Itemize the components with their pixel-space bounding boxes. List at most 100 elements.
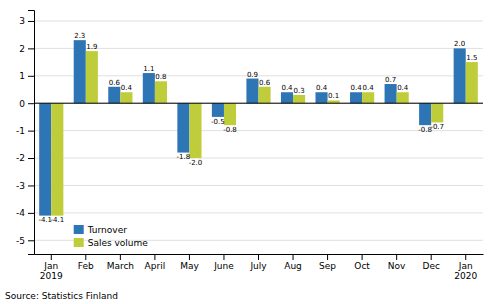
x-tick-label-line: 2019 <box>40 271 63 281</box>
x-tick-label-line: Oct <box>354 261 370 271</box>
y-tick: 0 <box>19 99 34 109</box>
bar-series <box>51 51 478 215</box>
y-tick-label: -3 <box>16 181 25 191</box>
legend-swatch <box>74 238 84 247</box>
x-tick: Sep <box>319 254 336 271</box>
x-tick: April <box>145 254 166 271</box>
bar <box>74 40 86 103</box>
zero-line <box>34 103 483 104</box>
y-tick: -2 <box>16 153 34 163</box>
x-tick-mark <box>431 254 432 260</box>
bar <box>120 92 132 103</box>
y-tick-mark <box>28 21 34 22</box>
x-tick: Oct <box>354 254 370 271</box>
data-label: 0.1 <box>328 92 339 100</box>
x-tick: Jan2020 <box>454 254 477 281</box>
x-tick-label-line: Sep <box>319 261 336 271</box>
x-tick-label: Nov <box>388 261 406 271</box>
bar <box>431 103 443 122</box>
grid-line <box>34 130 483 131</box>
data-label: -0.7 <box>430 123 444 131</box>
bar <box>143 73 155 103</box>
x-tick-label: July <box>249 261 267 271</box>
x-tick-mark <box>120 254 121 260</box>
y-tick-mark <box>28 185 34 186</box>
bar <box>419 103 431 125</box>
grid <box>34 21 483 240</box>
data-label: -2.0 <box>189 159 203 167</box>
y-tick-mark <box>28 131 34 132</box>
data-label: 1.9 <box>86 43 97 51</box>
y-tick-label: 0 <box>19 99 25 109</box>
bar <box>293 95 305 103</box>
bar <box>350 92 362 103</box>
data-label: 0.4 <box>121 84 133 92</box>
annotation: Source: Statistics Finland <box>5 291 118 301</box>
grid-line <box>34 20 483 21</box>
bar <box>259 87 271 103</box>
y-tick-mark <box>28 240 34 241</box>
x-tick: May <box>180 254 199 271</box>
x-tick-label-line: Jan <box>43 261 58 271</box>
bar <box>86 51 98 103</box>
y-tick: 1 <box>19 71 34 81</box>
x-tick-mark <box>258 254 259 260</box>
legend: Turnover Sales volume <box>74 225 149 248</box>
chart-container: -5-4-3-2-10123Jan2019FebMarchAprilMayJun… <box>0 0 493 304</box>
bar <box>155 81 167 103</box>
x-tick-label: Jan2019 <box>40 261 63 281</box>
legend-swatch <box>74 225 84 234</box>
grid-line <box>34 103 483 104</box>
y-tick-mark <box>28 213 34 214</box>
x-tick-label-line: April <box>145 261 166 271</box>
y-tick: 3 <box>19 16 34 26</box>
x-tick-label: May <box>180 261 199 271</box>
bar-series <box>39 40 466 215</box>
legend-item: Sales volume <box>74 238 149 248</box>
x-tick-label-line: 2020 <box>454 271 477 281</box>
y-tick-label: 3 <box>19 16 25 26</box>
data-label: 0.9 <box>247 71 258 79</box>
data-label: 0.8 <box>155 73 166 81</box>
grid-line <box>34 185 483 186</box>
x-tick: Aug <box>284 254 302 271</box>
bar <box>454 48 466 103</box>
x-tick: July <box>249 254 267 271</box>
x-tick-label-line: May <box>180 261 199 271</box>
bar <box>51 103 63 215</box>
data-label: 0.4 <box>351 84 363 92</box>
data-label: 0.4 <box>363 84 375 92</box>
x-tick-label: June <box>213 261 234 271</box>
y-tick-mark <box>28 103 34 104</box>
x-tick-mark <box>51 254 52 260</box>
x-tick-mark <box>85 254 86 260</box>
y-tick: -3 <box>16 181 34 191</box>
y-axis-line <box>28 11 35 255</box>
x-tick: June <box>213 254 234 271</box>
data-label: 0.4 <box>397 84 409 92</box>
x-tick: Nov <box>388 254 406 271</box>
y-tick-label: 1 <box>19 71 25 81</box>
x-tick-label: Sep <box>319 261 336 271</box>
data-label: 0.6 <box>259 79 271 87</box>
legend-item: Turnover <box>74 225 127 235</box>
bar <box>212 103 224 117</box>
x-tick: March <box>107 254 134 271</box>
bar <box>466 62 478 103</box>
x-tick-mark <box>293 254 294 260</box>
x-tick-label: April <box>145 261 166 271</box>
y-tick-label: -4 <box>16 208 25 218</box>
chart-svg: -5-4-3-2-10123Jan2019FebMarchAprilMayJun… <box>0 0 493 304</box>
x-tick-label: Oct <box>354 261 370 271</box>
x-tick-label-line: Jan <box>458 261 473 271</box>
grid-line <box>34 75 483 76</box>
x-tick-label-line: March <box>107 261 134 271</box>
x-tick-label-line: Nov <box>388 261 406 271</box>
y-tick: -5 <box>16 236 34 246</box>
data-label: 2.3 <box>74 32 85 40</box>
y-tick-label: -1 <box>16 126 25 136</box>
data-label: -0.5 <box>211 118 225 126</box>
x-tick-mark <box>154 254 155 260</box>
grid-line <box>34 158 483 159</box>
data-label: 0.6 <box>109 79 121 87</box>
